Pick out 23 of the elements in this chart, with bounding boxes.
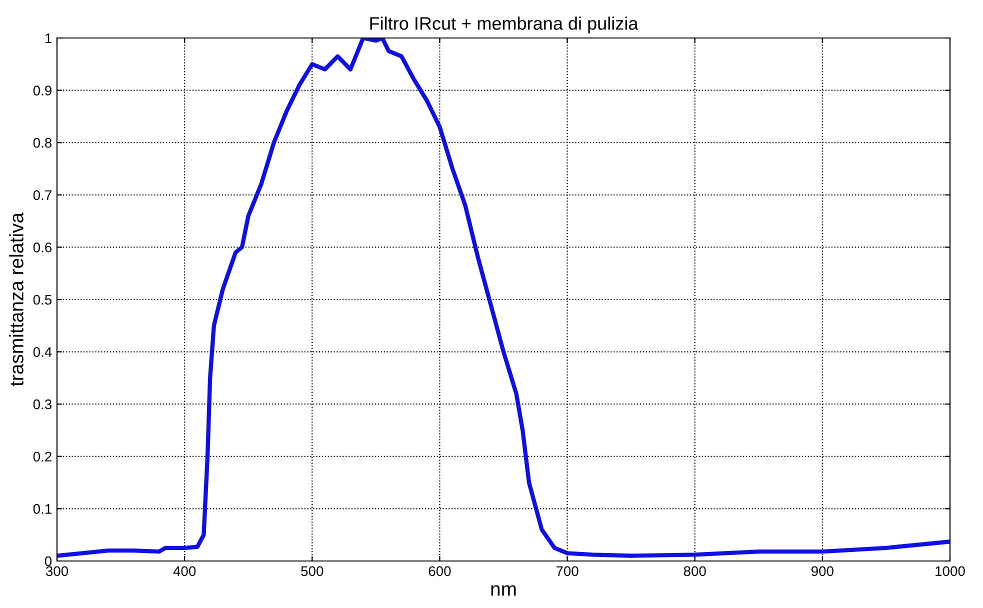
y-tick-label: 0.8 [33, 138, 52, 148]
x-tick-label: 900 [811, 566, 834, 576]
y-tick-label: 0.6 [33, 242, 52, 252]
x-tick-label: 600 [428, 566, 451, 576]
x-tick-label: 1000 [936, 566, 965, 576]
y-tick-label: 0.3 [33, 399, 52, 410]
x-tick-label: 400 [173, 566, 196, 576]
y-tick-label: 0 [44, 556, 52, 566]
y-tick-label: 0.4 [33, 347, 52, 357]
x-axis-title: nm [491, 585, 516, 596]
y-tick-label: 0.2 [33, 452, 52, 462]
y-tick-label: 0.9 [33, 86, 52, 96]
y-tick-label: 0.5 [33, 294, 52, 305]
x-tick-label: 700 [556, 566, 578, 576]
x-tick-label: 300 [46, 566, 68, 576]
y-tick-label: 0.7 [33, 190, 52, 200]
line-series [57, 38, 950, 558]
y-axis-title: trasmittanza relativa [9, 212, 24, 386]
x-tick-label: 500 [301, 566, 324, 576]
y-tick-label: 1 [45, 33, 52, 44]
y-tick-label: 0.1 [33, 504, 52, 514]
chart-title: Filtro IRcut + membrana di pulizia [370, 16, 638, 34]
x-tick-label: 800 [684, 566, 706, 576]
